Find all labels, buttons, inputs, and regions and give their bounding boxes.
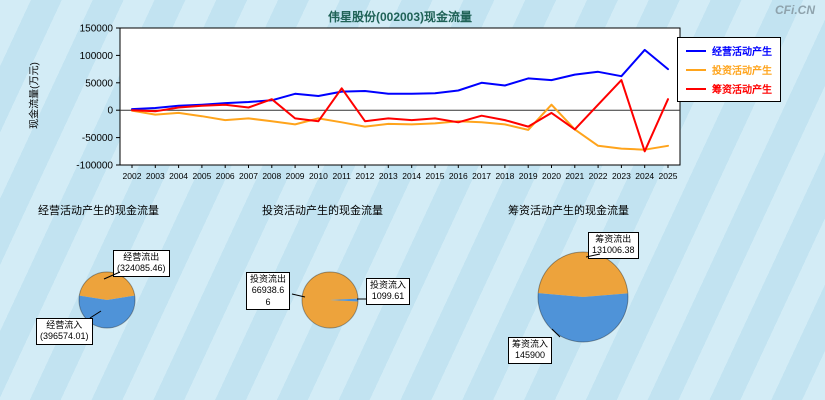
pie-slice-经营流入 (78, 295, 135, 328)
legend-line-swatch-operating (686, 49, 706, 52)
y-tick-label: -50000 (82, 133, 114, 144)
x-tick-label: 2002 (123, 171, 142, 181)
pie-chart-financing (537, 251, 629, 343)
series-line-0 (131, 48, 669, 111)
y-tick-label: 0 (107, 106, 113, 117)
x-tick-label: 2019 (519, 171, 538, 181)
x-tick-label: 2004 (169, 171, 188, 181)
series-line-1 (131, 103, 669, 151)
legend-label-operating: 经营活动产生 (712, 47, 772, 58)
section-title-investing: 投资活动产生的现金流量 (262, 205, 383, 217)
x-tick-label: 2003 (146, 171, 165, 181)
y-tick-label: 100000 (80, 51, 114, 62)
x-tick-label: 2015 (426, 171, 445, 181)
x-tick-label: 2007 (239, 171, 258, 181)
x-tick-label: 2011 (333, 171, 352, 181)
pie-label-financing-outflow: 筹资流出 131006.38 (588, 232, 639, 259)
y-tick-label: 150000 (80, 24, 114, 35)
line-chart: 150000 100000 50000 0 -50000 -100000 2002 2003 2… (76, 24, 681, 181)
pie-outline (537, 251, 629, 343)
x-tick-label: 2013 (379, 171, 398, 181)
x-tick-label: 2022 (589, 171, 608, 181)
x-tick-label: 2025 (659, 171, 678, 181)
series-line-2 (131, 79, 669, 153)
chart-title: 伟星股份(002003)现金流量 (327, 10, 473, 24)
cfi-logo[interactable]: CFi.CN (775, 3, 815, 17)
legend-line-swatch-financing (686, 87, 706, 90)
x-tick-label: 2005 (192, 171, 211, 181)
x-tick-label: 2008 (262, 171, 281, 181)
x-tick-label: 2018 (495, 171, 514, 181)
x-tick-label: 2017 (472, 171, 491, 181)
x-tick-label: 2020 (542, 171, 561, 181)
legend-item-operating: 经营活动产生 (686, 43, 772, 58)
pie-outline (301, 271, 359, 329)
pie-chart-operating (78, 271, 136, 329)
pie-slice-筹资流出 (538, 251, 628, 297)
legend-label-financing: 筹资活动产生 (712, 85, 772, 96)
section-title-operating: 经营活动产生的现金流量 (38, 205, 159, 217)
legend-line-swatch-investing (686, 68, 706, 71)
pie-slice-投资流出 (302, 271, 358, 328)
x-tick-label: 2006 (216, 171, 235, 181)
x-tick-label: 2009 (286, 171, 305, 181)
x-tick-label: 2023 (612, 171, 631, 181)
plot-area (119, 27, 681, 166)
pie-label-investing-outflow: 投资流出 66938.66 (246, 272, 290, 310)
chart-legend: 经营活动产生 投资活动产生 筹资活动产生 (677, 37, 781, 102)
pie-chart-investing (301, 271, 359, 329)
pie-slice-投资流入 (330, 298, 359, 302)
section-title-financing: 筹资活动产生的现金流量 (508, 205, 629, 217)
pie-slice-筹资流入 (537, 293, 628, 342)
pie-label-operating-outflow: 经营流出 (324085.46) (113, 250, 170, 277)
legend-item-investing: 投资活动产生 (686, 62, 772, 77)
pie-slice-经营流出 (79, 271, 135, 300)
pie-label-operating-inflow: 经营流入 (396574.01) (36, 318, 93, 345)
pie-label-financing-inflow: 筹资流入 145900 (508, 337, 553, 364)
legend-item-financing: 筹资活动产生 (686, 81, 772, 96)
x-tick-label: 2016 (449, 171, 468, 181)
x-tick-label: 2024 (635, 171, 654, 181)
y-tick-label: 50000 (85, 78, 113, 89)
legend-label-investing: 投资活动产生 (712, 66, 772, 77)
y-tick-label: -100000 (76, 161, 113, 172)
x-tick-label: 2021 (565, 171, 584, 181)
x-tick-label: 2010 (309, 171, 328, 181)
x-tick-label: 2012 (356, 171, 375, 181)
x-tick-label: 2014 (402, 171, 421, 181)
pie-label-investing-inflow: 投资流入 1099.61 (366, 278, 410, 305)
